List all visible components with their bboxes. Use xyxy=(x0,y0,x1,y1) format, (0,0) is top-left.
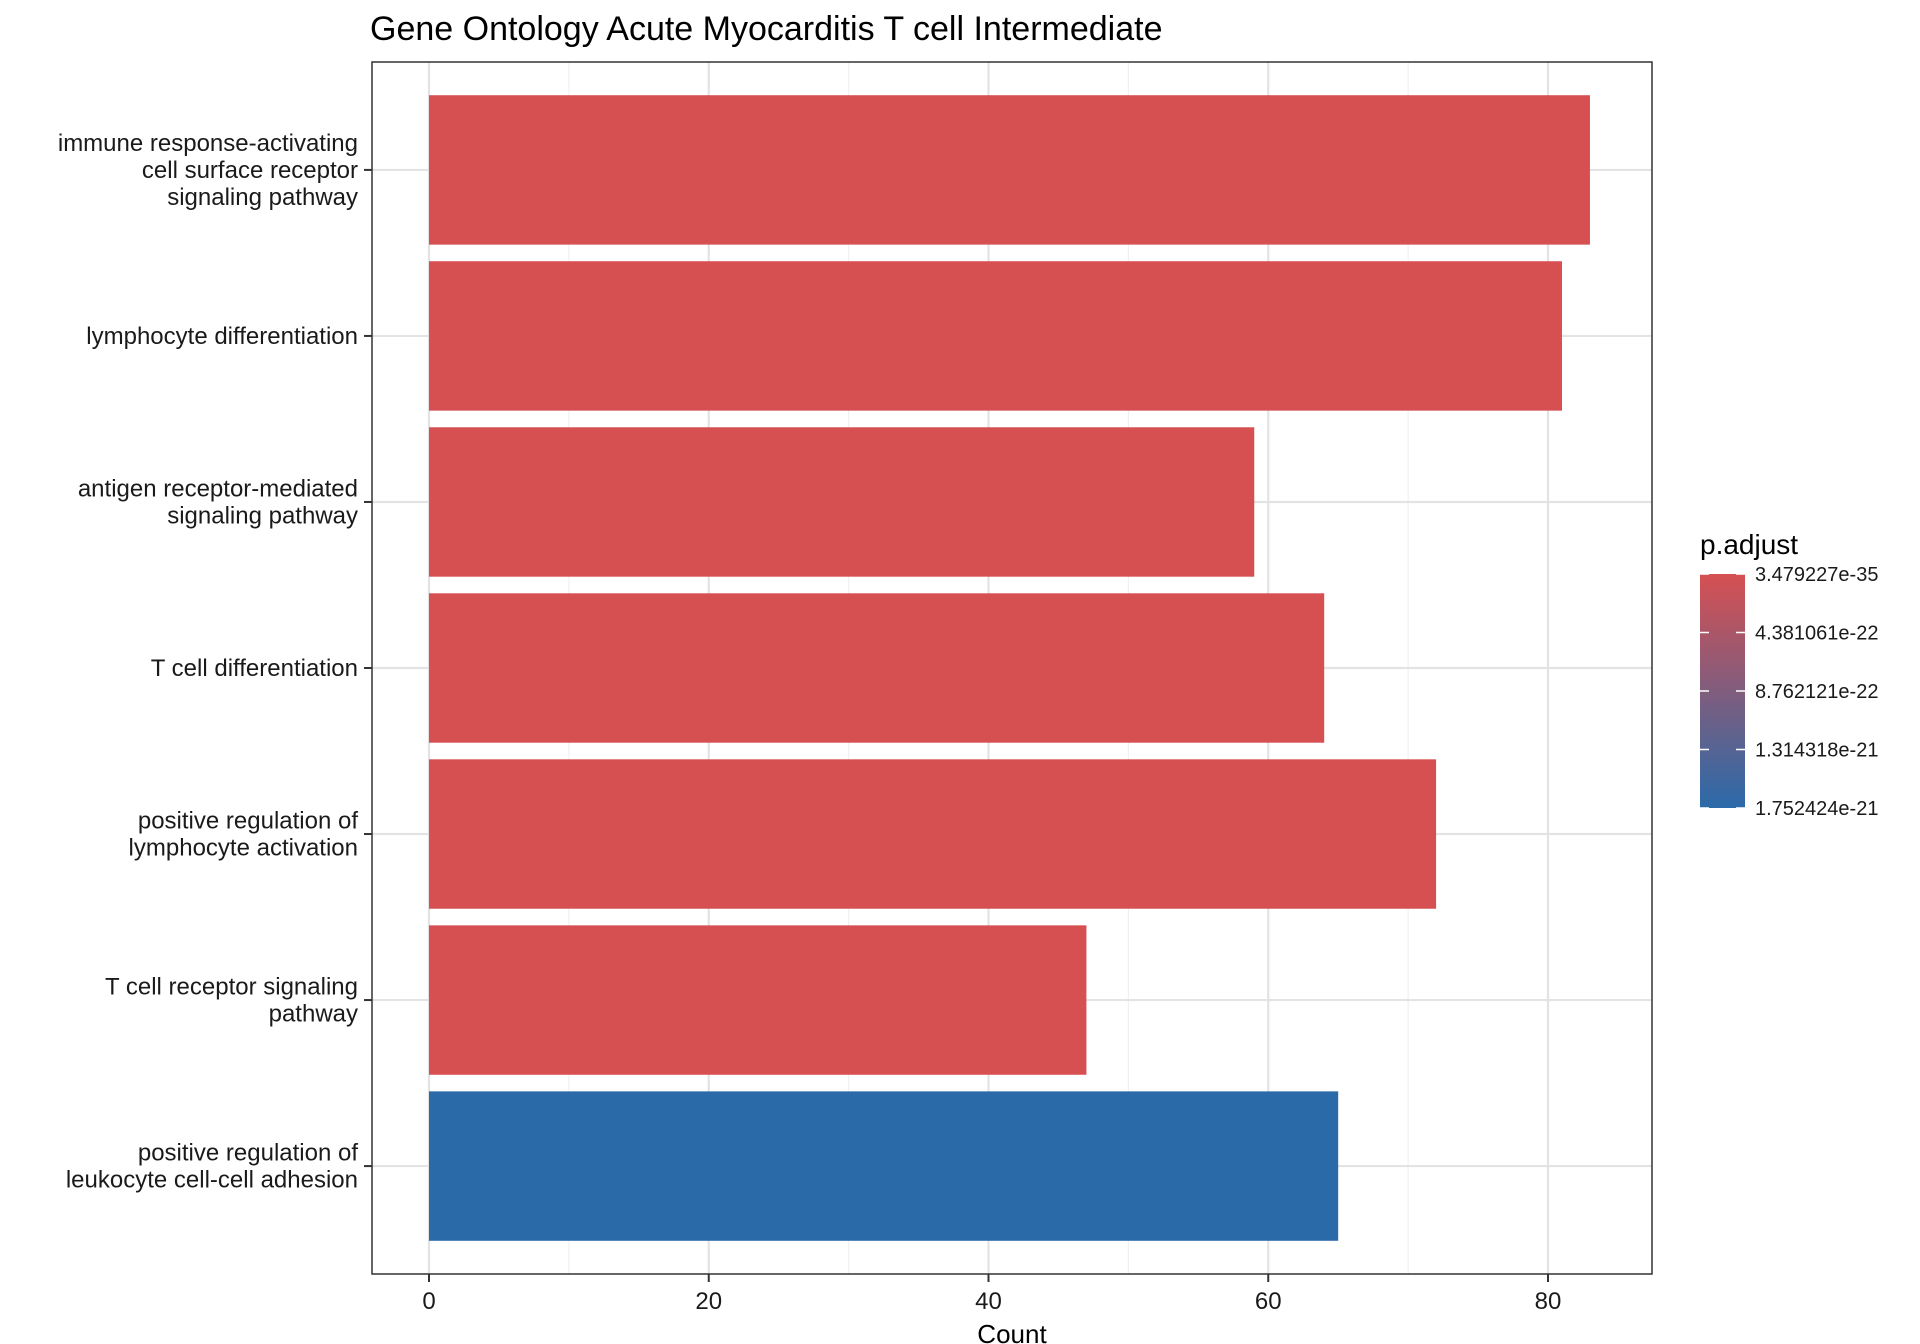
y-tick-label: T cell differentiation xyxy=(151,655,358,682)
bar xyxy=(429,1091,1339,1241)
chart-title: Gene Ontology Acute Myocarditis T cell I… xyxy=(370,10,1162,48)
legend: p.adjust 3.479227e-35 4.381061e-22 8.76212… xyxy=(1700,529,1878,820)
legend-title: p.adjust xyxy=(1700,529,1798,560)
x-axis-title: Count xyxy=(977,1319,1047,1344)
bar xyxy=(429,593,1325,743)
y-tick-label: positive regulation of lymphocyte activat… xyxy=(129,808,359,862)
x-tick-label: 60 xyxy=(1255,1288,1282,1315)
y-tick-label: positive regulation of leukocyte cell-cel… xyxy=(66,1140,359,1194)
x-tick-label: 20 xyxy=(695,1288,722,1315)
bar xyxy=(429,261,1562,411)
y-tick-label: immune response-activating cell surface r… xyxy=(58,130,358,211)
legend-label: 1.752424e-21 xyxy=(1755,798,1878,820)
bar xyxy=(429,759,1437,909)
bar xyxy=(429,427,1255,577)
y-tick-label: lymphocyte differentiation xyxy=(86,323,358,350)
x-tick-label: 0 xyxy=(422,1288,435,1315)
bar xyxy=(429,95,1590,245)
legend-label: 3.479227e-35 xyxy=(1755,564,1878,586)
legend-label: 1.314318e-21 xyxy=(1755,740,1878,762)
bar xyxy=(429,925,1087,1075)
y-tick-label: T cell receptor signaling pathway xyxy=(105,974,358,1028)
legend-label: 8.762121e-22 xyxy=(1755,681,1878,703)
x-tick-label: 40 xyxy=(975,1288,1002,1315)
x-tick-label: 80 xyxy=(1535,1288,1562,1315)
y-tick-label: antigen receptor-mediated signaling pathw… xyxy=(78,475,358,529)
plot-panel: immune response-activating cell surface r… xyxy=(58,61,1653,1344)
legend-label: 4.381061e-22 xyxy=(1755,623,1878,645)
